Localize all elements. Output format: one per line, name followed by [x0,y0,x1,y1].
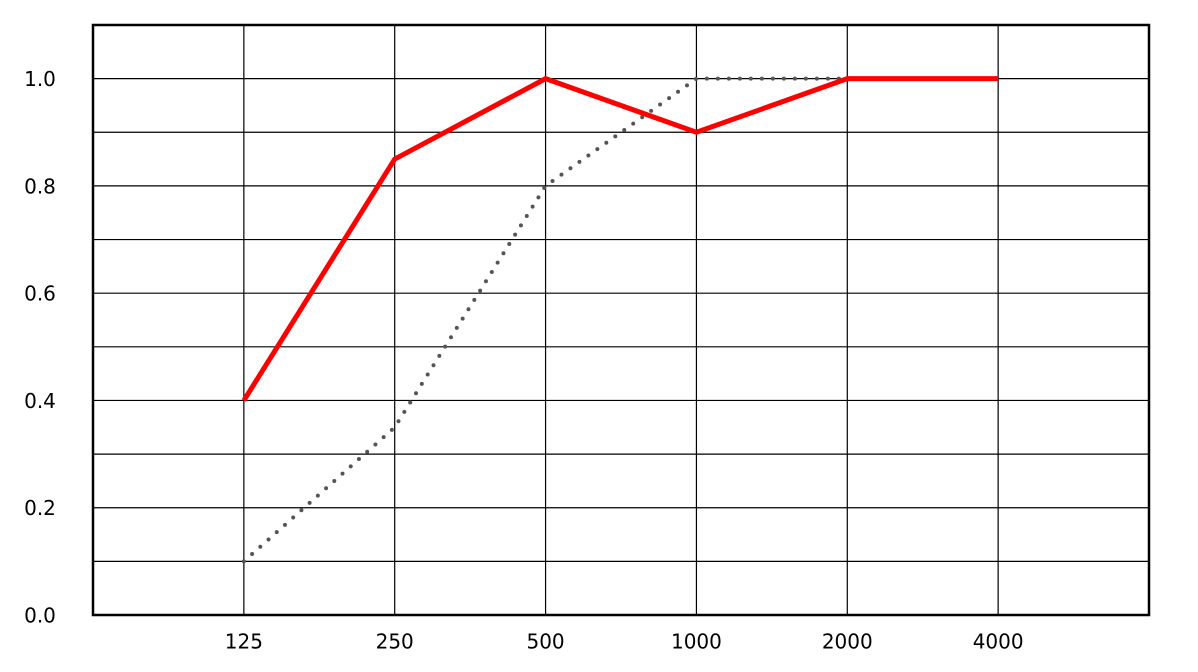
plot-border [91,23,1151,617]
x-tick-label: 500 [526,630,564,654]
x-tick-label: 2000 [822,630,873,654]
y-tick-label: 0.6 [24,282,56,306]
x-tick-label: 250 [376,630,414,654]
x-tick-label: 4000 [973,630,1024,654]
x-tick-label: 1000 [671,630,722,654]
y-tick-label: 0.2 [24,496,56,520]
y-tick-label: 1.0 [24,67,56,91]
y-tick-label: 0.8 [24,174,56,198]
y-tick-label: 0.0 [24,604,56,628]
x-tick-label: 125 [225,630,263,654]
y-tick-label: 0.4 [24,389,56,413]
series-line [241,75,999,402]
